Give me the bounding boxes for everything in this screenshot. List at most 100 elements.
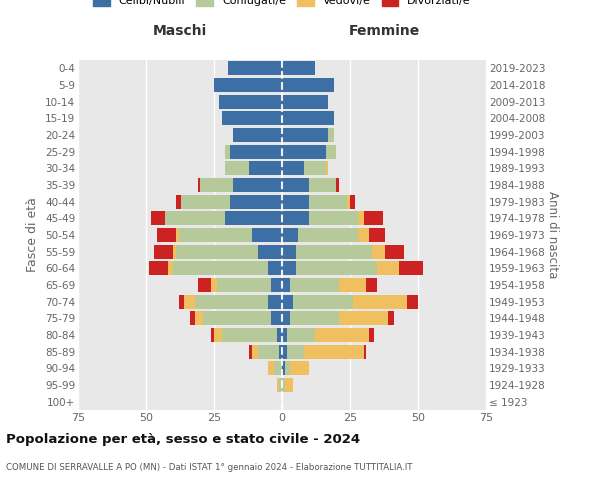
Bar: [279, 378, 282, 392]
Bar: [250, 344, 252, 359]
Bar: [399, 261, 424, 276]
Bar: [328, 128, 334, 142]
Bar: [285, 378, 293, 392]
Bar: [268, 261, 282, 276]
Bar: [282, 62, 314, 76]
Bar: [252, 228, 282, 242]
Bar: [358, 211, 364, 226]
Bar: [339, 311, 388, 326]
Bar: [282, 144, 326, 159]
Bar: [282, 311, 290, 326]
Bar: [287, 344, 304, 359]
Bar: [296, 261, 377, 276]
Bar: [277, 378, 279, 392]
Bar: [203, 311, 271, 326]
Bar: [290, 361, 309, 376]
Bar: [197, 178, 200, 192]
Bar: [195, 294, 268, 308]
Bar: [407, 294, 418, 308]
Bar: [154, 244, 173, 259]
Bar: [372, 244, 385, 259]
Bar: [176, 194, 181, 209]
Bar: [168, 261, 173, 276]
Bar: [233, 178, 282, 192]
Bar: [250, 162, 282, 175]
Bar: [337, 178, 339, 192]
Bar: [282, 278, 290, 292]
Bar: [282, 112, 334, 126]
Text: COMUNE DI SERRAVALLE A PO (MN) - Dati ISTAT 1° gennaio 2024 - Elaborazione TUTTI: COMUNE DI SERRAVALLE A PO (MN) - Dati IS…: [6, 462, 413, 471]
Bar: [222, 328, 277, 342]
Bar: [296, 244, 372, 259]
Bar: [290, 278, 339, 292]
Bar: [287, 328, 314, 342]
Bar: [290, 311, 339, 326]
Bar: [298, 228, 358, 242]
Bar: [211, 328, 214, 342]
Bar: [230, 144, 282, 159]
Bar: [304, 344, 364, 359]
Bar: [214, 328, 222, 342]
Bar: [252, 344, 257, 359]
Bar: [190, 311, 195, 326]
Bar: [293, 294, 353, 308]
Bar: [309, 194, 347, 209]
Bar: [225, 211, 282, 226]
Bar: [257, 344, 279, 359]
Bar: [217, 278, 271, 292]
Bar: [233, 128, 282, 142]
Bar: [282, 94, 328, 109]
Text: Femmine: Femmine: [349, 24, 419, 38]
Bar: [268, 294, 282, 308]
Bar: [364, 211, 383, 226]
Bar: [388, 311, 394, 326]
Bar: [230, 194, 282, 209]
Bar: [367, 278, 377, 292]
Bar: [173, 261, 268, 276]
Bar: [282, 178, 309, 192]
Bar: [211, 278, 217, 292]
Bar: [282, 378, 285, 392]
Bar: [222, 112, 282, 126]
Bar: [157, 228, 176, 242]
Bar: [214, 78, 282, 92]
Text: Popolazione per età, sesso e stato civile - 2024: Popolazione per età, sesso e stato civil…: [6, 432, 360, 446]
Bar: [309, 178, 337, 192]
Bar: [274, 361, 282, 376]
Y-axis label: Anni di nascita: Anni di nascita: [547, 192, 559, 278]
Bar: [282, 261, 296, 276]
Bar: [225, 144, 230, 159]
Bar: [369, 328, 374, 342]
Bar: [309, 211, 358, 226]
Bar: [282, 228, 298, 242]
Bar: [268, 361, 274, 376]
Bar: [179, 294, 184, 308]
Bar: [195, 311, 203, 326]
Bar: [165, 211, 225, 226]
Bar: [151, 211, 165, 226]
Bar: [282, 294, 293, 308]
Bar: [347, 194, 350, 209]
Text: Maschi: Maschi: [153, 24, 207, 38]
Bar: [282, 328, 287, 342]
Bar: [197, 278, 211, 292]
Bar: [377, 261, 399, 276]
Bar: [271, 311, 282, 326]
Bar: [277, 328, 282, 342]
Bar: [279, 344, 282, 359]
Bar: [282, 78, 334, 92]
Bar: [176, 228, 179, 242]
Bar: [227, 62, 282, 76]
Bar: [358, 228, 369, 242]
Bar: [369, 228, 385, 242]
Bar: [350, 194, 355, 209]
Y-axis label: Fasce di età: Fasce di età: [26, 198, 40, 272]
Bar: [225, 162, 250, 175]
Bar: [285, 361, 290, 376]
Bar: [282, 211, 309, 226]
Bar: [173, 244, 176, 259]
Bar: [282, 244, 296, 259]
Bar: [149, 261, 168, 276]
Bar: [385, 244, 404, 259]
Bar: [282, 194, 309, 209]
